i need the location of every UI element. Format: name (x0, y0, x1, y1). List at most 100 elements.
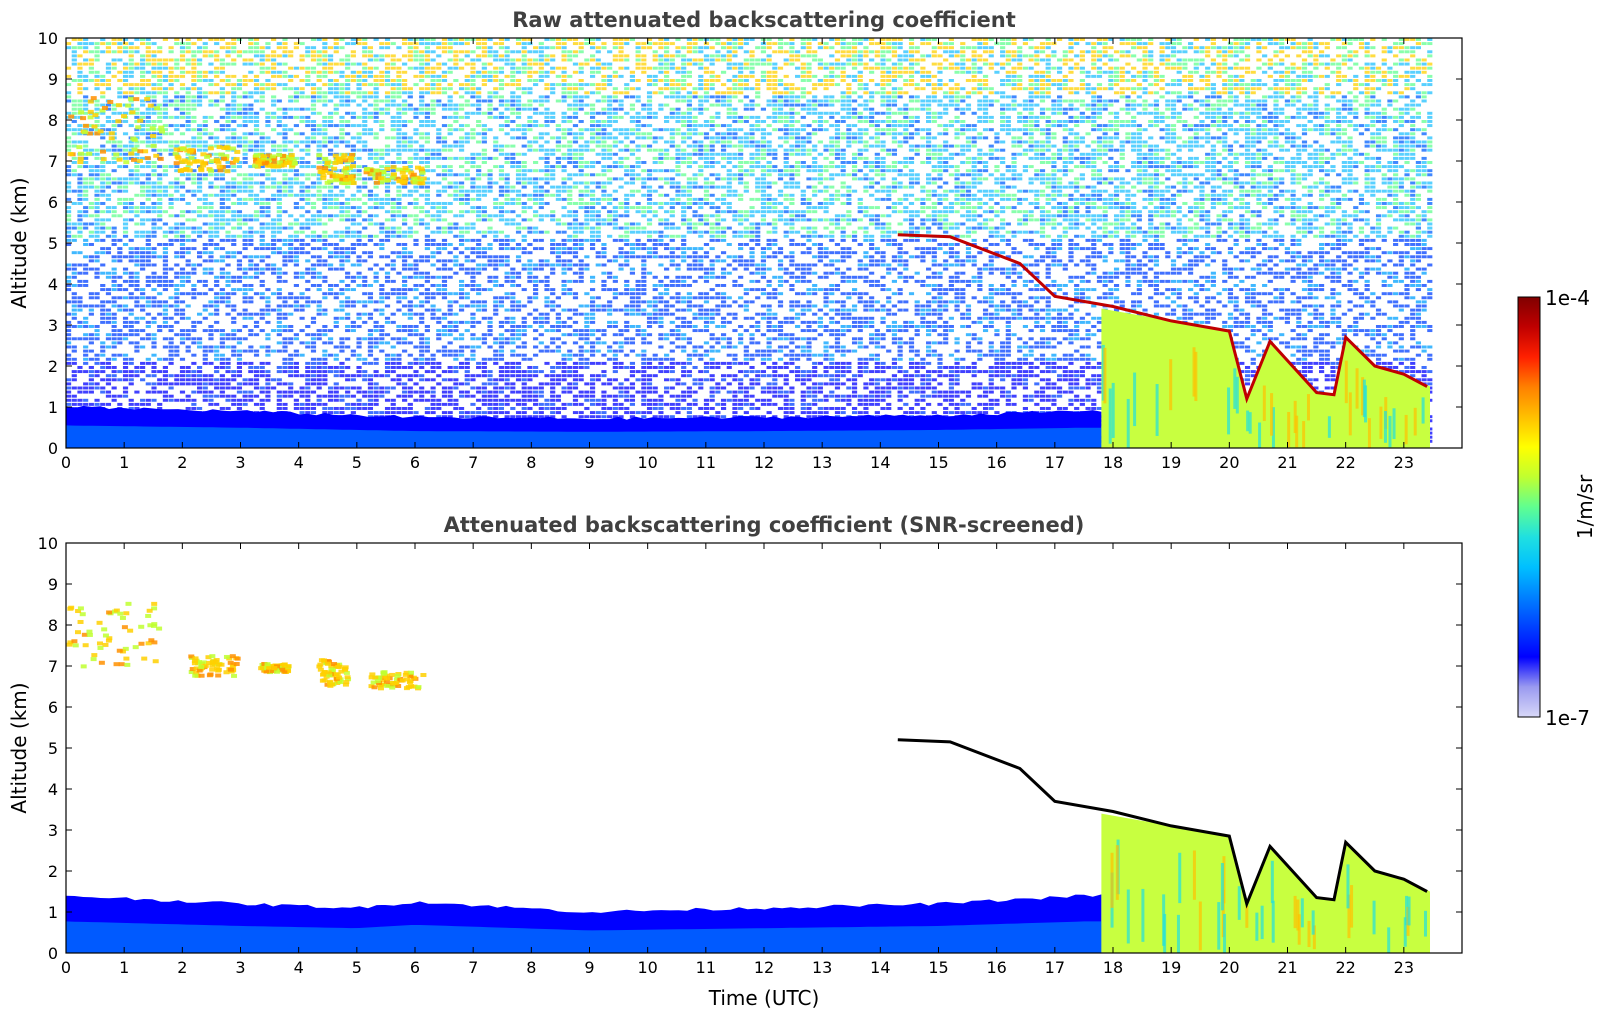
noise-cell (402, 304, 408, 308)
noise-cell (94, 79, 100, 82)
noise-cell (356, 374, 362, 378)
noise-cell (282, 144, 288, 148)
noise-cell (162, 300, 168, 304)
noise-cell (66, 185, 72, 189)
noise-cell (83, 42, 89, 46)
noise-cell (493, 382, 499, 386)
noise-cell (231, 304, 237, 308)
noise-cell (384, 304, 391, 308)
noise-cell (174, 234, 180, 238)
noise-cell (253, 140, 260, 144)
noise-cell (327, 370, 334, 374)
noise-cell (100, 238, 106, 242)
noise-cell (122, 42, 129, 46)
noise-cell (384, 271, 391, 275)
noise-cell (362, 320, 368, 324)
noise-cell (327, 83, 334, 87)
noise-cell (196, 181, 203, 185)
noise-cell (196, 345, 203, 349)
noise-cell (71, 238, 77, 242)
noise-cell (362, 46, 368, 50)
noise-cell (493, 349, 499, 353)
noise-cell (100, 177, 106, 181)
noise-cell (117, 333, 123, 337)
noise-cell (248, 70, 254, 74)
noise-cell (122, 66, 129, 70)
noise-cell (276, 300, 282, 304)
noise-cell (179, 185, 186, 189)
noise-cell (196, 382, 203, 386)
noise-cell (259, 46, 265, 50)
noise-cell (66, 394, 72, 398)
noise-cell (128, 83, 134, 87)
noise-cell (447, 308, 453, 312)
noise-cell (111, 238, 117, 242)
noise-cell (162, 288, 168, 292)
noise-cell (259, 234, 265, 238)
noise-cell (128, 374, 134, 378)
noise-cell (299, 193, 305, 197)
noise-cell (327, 111, 334, 115)
noise-cell (242, 91, 248, 95)
noise-cell (322, 54, 328, 58)
noise-cell (367, 316, 374, 320)
noise-cell (322, 271, 328, 275)
noise-cell (481, 255, 487, 259)
noise-cell (276, 394, 282, 398)
noise-cell (179, 181, 186, 185)
noise-cell (71, 62, 77, 66)
noise-cell (305, 46, 311, 50)
noise-cell (179, 300, 186, 304)
noise-cell (310, 193, 317, 197)
noise-cell (83, 165, 89, 169)
noise-cell (436, 366, 442, 369)
noise-cell (333, 398, 339, 402)
noise-cell (413, 284, 419, 287)
noise-cell (196, 312, 203, 316)
noise-cell (168, 353, 174, 357)
noise-cell (498, 357, 505, 361)
noise-cell (248, 181, 254, 185)
noise-cell (117, 50, 123, 54)
noise-cell (191, 402, 197, 406)
noise-cell (134, 169, 140, 173)
noise-cell (441, 165, 448, 169)
noise-cell (225, 243, 231, 246)
noise-cell (487, 243, 493, 246)
noise-cell (316, 370, 322, 374)
noise-cell (253, 275, 260, 279)
noise-cell (288, 374, 294, 378)
noise-cell (236, 259, 243, 263)
noise-cell (259, 222, 265, 226)
noise-cell (253, 267, 260, 271)
noise-cell (407, 275, 413, 279)
noise-cell (253, 386, 260, 390)
noise-cell (202, 79, 208, 82)
noise-cell (350, 222, 356, 226)
noise-cell (293, 284, 299, 287)
noise-cell (436, 218, 442, 222)
noise-cell (128, 107, 134, 111)
noise-cell (436, 83, 442, 87)
noise-cell (128, 74, 134, 78)
noise-cell (424, 58, 430, 62)
noise-cell (327, 185, 334, 189)
noise-cell (276, 238, 282, 242)
noise-cell (191, 128, 197, 132)
noise-cell (288, 325, 294, 328)
noise-cell (265, 222, 271, 226)
noise-cell (140, 132, 146, 136)
noise-cell (276, 99, 282, 103)
noise-cell (316, 398, 322, 402)
noise-cell (100, 378, 106, 382)
noise-cell (453, 366, 459, 369)
noise-cell (100, 349, 106, 353)
noise-cell (464, 288, 470, 292)
noise-cell (151, 95, 157, 99)
noise-cell (356, 230, 362, 234)
noise-cell (94, 115, 100, 119)
noise-cell (436, 407, 442, 410)
noise-cell (310, 370, 317, 374)
noise-cell (157, 292, 163, 296)
noise-cell (345, 357, 351, 361)
